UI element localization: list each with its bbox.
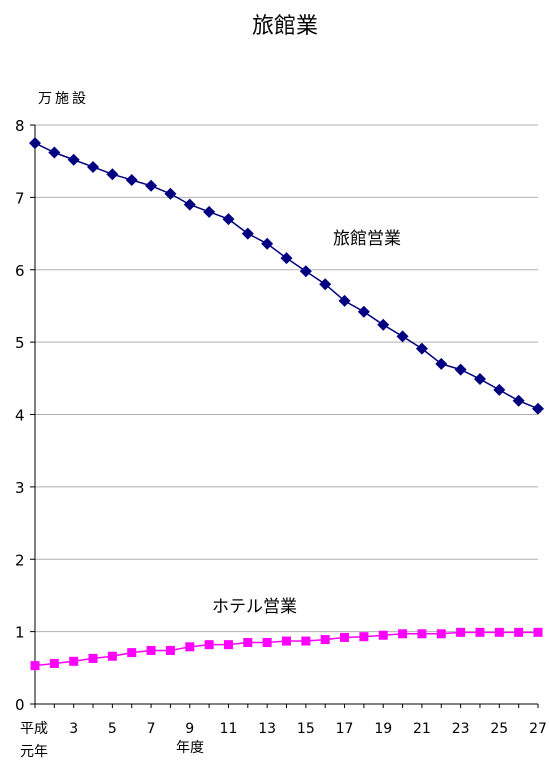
y-tick-label: 4 bbox=[15, 407, 25, 425]
data-point bbox=[319, 278, 332, 291]
data-point bbox=[512, 394, 525, 407]
data-point bbox=[164, 187, 177, 200]
y-axis-label: 万施設 bbox=[38, 91, 89, 107]
y-tick-label: 6 bbox=[15, 262, 25, 280]
data-point bbox=[320, 635, 330, 645]
data-point bbox=[357, 305, 370, 318]
data-point bbox=[146, 645, 156, 655]
x-tick-label: 23 bbox=[452, 721, 470, 737]
y-tick-labels: 0 1 2 3 4 5 6 7 8 bbox=[15, 117, 25, 714]
data-point bbox=[359, 632, 369, 642]
y-tick-label: 7 bbox=[15, 189, 25, 207]
data-point bbox=[145, 179, 158, 192]
x-tick-label: 21 bbox=[413, 721, 431, 737]
data-point bbox=[185, 642, 195, 652]
data-point bbox=[261, 237, 274, 250]
data-point bbox=[222, 213, 235, 226]
data-point bbox=[243, 637, 253, 647]
data-point bbox=[301, 636, 311, 646]
x-tick-label: 平成 bbox=[20, 721, 48, 737]
series-label-hotel: ホテル営業 bbox=[212, 597, 297, 617]
data-point bbox=[107, 651, 117, 661]
data-point bbox=[49, 658, 59, 668]
data-point bbox=[48, 146, 61, 159]
data-point bbox=[87, 160, 100, 173]
data-point bbox=[415, 342, 428, 355]
series-group bbox=[29, 137, 544, 671]
y-tick-label: 0 bbox=[15, 696, 25, 714]
data-point bbox=[475, 627, 485, 637]
x-tick-label: 5 bbox=[108, 721, 117, 737]
data-point bbox=[30, 661, 40, 671]
data-point bbox=[456, 627, 466, 637]
x-tick-label: 元年 bbox=[20, 744, 48, 760]
y-tick-label: 1 bbox=[15, 624, 25, 642]
data-point bbox=[377, 318, 390, 331]
x-tick-label: 25 bbox=[490, 721, 508, 737]
x-tick-label: 3 bbox=[69, 721, 78, 737]
data-point bbox=[299, 265, 312, 278]
data-point bbox=[435, 357, 448, 370]
data-point bbox=[532, 402, 544, 415]
series-label-ryokan: 旅館営業 bbox=[333, 229, 401, 249]
data-point bbox=[223, 640, 233, 650]
data-point bbox=[125, 174, 138, 187]
x-tick-label: 13 bbox=[258, 721, 276, 737]
data-point bbox=[203, 205, 216, 218]
data-point bbox=[69, 656, 79, 666]
grid-lines bbox=[35, 124, 538, 633]
x-tick-label: 27 bbox=[529, 721, 547, 737]
data-point bbox=[473, 373, 486, 386]
chart-title: 旅館業 bbox=[252, 14, 318, 39]
x-tick-label: 9 bbox=[185, 721, 194, 737]
data-point bbox=[67, 153, 80, 166]
x-tick-label: 11 bbox=[220, 721, 238, 737]
y-tick-label: 3 bbox=[15, 479, 25, 497]
data-point bbox=[378, 630, 388, 640]
x-tick-label: 7 bbox=[147, 721, 156, 737]
data-point bbox=[29, 137, 41, 150]
x-tick-label: 19 bbox=[374, 721, 392, 737]
data-point bbox=[417, 629, 427, 639]
data-point bbox=[262, 637, 272, 647]
data-point bbox=[454, 363, 467, 376]
data-point bbox=[436, 629, 446, 639]
data-point bbox=[127, 648, 137, 658]
data-point bbox=[398, 629, 408, 639]
data-point bbox=[340, 632, 350, 642]
data-point bbox=[494, 627, 504, 637]
data-point bbox=[514, 627, 524, 637]
y-tick-label: 5 bbox=[15, 334, 25, 352]
data-point bbox=[396, 330, 409, 343]
data-point bbox=[280, 252, 293, 265]
data-point bbox=[165, 645, 175, 655]
x-axis-label: 年度 bbox=[176, 740, 204, 756]
data-point bbox=[88, 653, 98, 663]
data-point bbox=[533, 627, 543, 637]
x-tick-label: 15 bbox=[297, 721, 315, 737]
data-point bbox=[282, 636, 291, 646]
x-tick-label: 17 bbox=[336, 721, 354, 737]
data-point bbox=[204, 640, 214, 650]
data-point bbox=[493, 383, 506, 396]
data-point bbox=[241, 227, 254, 240]
y-tick-label: 2 bbox=[15, 551, 25, 569]
data-point bbox=[106, 168, 119, 181]
axes bbox=[30, 124, 539, 708]
y-tick-label: 8 bbox=[15, 117, 25, 135]
data-point bbox=[183, 198, 196, 211]
data-point bbox=[338, 294, 351, 307]
